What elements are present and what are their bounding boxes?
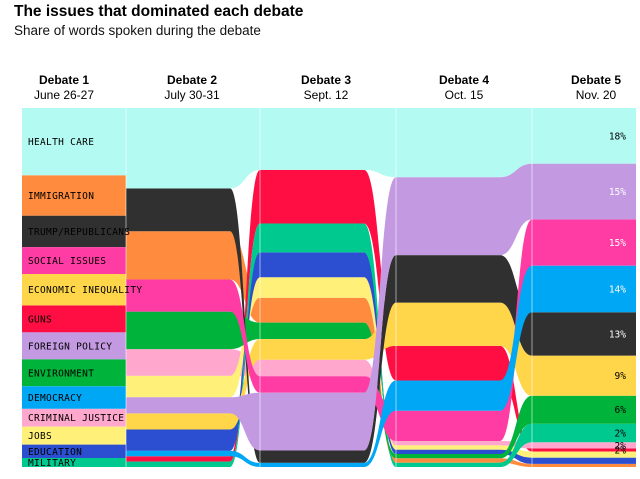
stream-health-care (22, 108, 636, 189)
percent-label-2: 15% (609, 187, 626, 198)
percent-label-10: 2% (615, 446, 627, 457)
debate-date-3: Sept. 12 (304, 88, 349, 102)
percent-label-1: 18% (609, 131, 626, 142)
percent-label-7: 6% (615, 405, 627, 416)
issue-label-immigration: IMMIGRATION (28, 191, 94, 202)
percent-label-3: 15% (609, 238, 626, 249)
issue-label-jobs: JOBS (28, 431, 52, 442)
issue-label-guns: GUNS (28, 314, 52, 325)
issue-label-democracy: DEMOCRACY (28, 393, 82, 404)
issue-label-social-issues: SOCIAL ISSUES (28, 256, 106, 267)
issue-label-economic-inequality: ECONOMIC INEQUALITY (28, 285, 142, 296)
issue-label-education: EDUCATION (28, 447, 82, 458)
debate-date-4: Oct. 15 (445, 88, 484, 102)
stream-environment (22, 311, 636, 459)
issue-label-health-care: HEALTH CARE (28, 137, 94, 148)
stream-jobs (22, 277, 636, 458)
debate5-percent-labels: 18%15%15%14%13%9%6%2%2%2% (609, 131, 626, 456)
chart-title: The issues that dominated each debate (14, 3, 304, 20)
issue-label-foreign-policy: FOREIGN POLICY (28, 341, 112, 352)
stream-immigration (22, 175, 636, 468)
debate-date-2: July 30-31 (164, 88, 220, 102)
debate-date-5: Nov. 20 (576, 88, 617, 102)
stream-foreign-policy (22, 163, 636, 451)
issue-label-criminal-justice: CRIMINAL JUSTICE (28, 413, 124, 424)
percent-label-5: 13% (609, 329, 626, 340)
stream-economic-inequality (22, 274, 636, 430)
stream-social-issues (22, 219, 636, 441)
column-dividers (125, 108, 533, 467)
percent-label-9: 2% (615, 441, 627, 452)
issue-label-military: MILITARY (28, 458, 76, 469)
debate-header-1: Debate 1 (39, 73, 89, 87)
stream-democracy (22, 265, 636, 467)
percent-label-6: 9% (615, 371, 627, 382)
issue-label-trump-republicans: TRUMP/REPUBLICANS (28, 227, 130, 238)
issue-label-environment: ENVIRONMENT (28, 368, 94, 379)
debate-header-4: Debate 4 (439, 73, 489, 87)
stream-criminal-justice (22, 349, 636, 449)
debate-header-3: Debate 3 (301, 73, 351, 87)
percent-label-4: 14% (609, 285, 626, 296)
chart-subtitle: Share of words spoken during the debate (14, 23, 261, 38)
percent-label-8: 2% (615, 429, 627, 440)
issue-streams (22, 108, 636, 468)
stream-trump-republicans (22, 188, 636, 463)
debate-header-5: Debate 5 (571, 73, 621, 87)
debate-date-1: June 26-27 (34, 88, 94, 102)
issue-labels: HEALTH CARE IMMIGRATION TRUMP/REPUBLICANS S… (28, 137, 142, 469)
debate-header-2: Debate 2 (167, 73, 217, 87)
